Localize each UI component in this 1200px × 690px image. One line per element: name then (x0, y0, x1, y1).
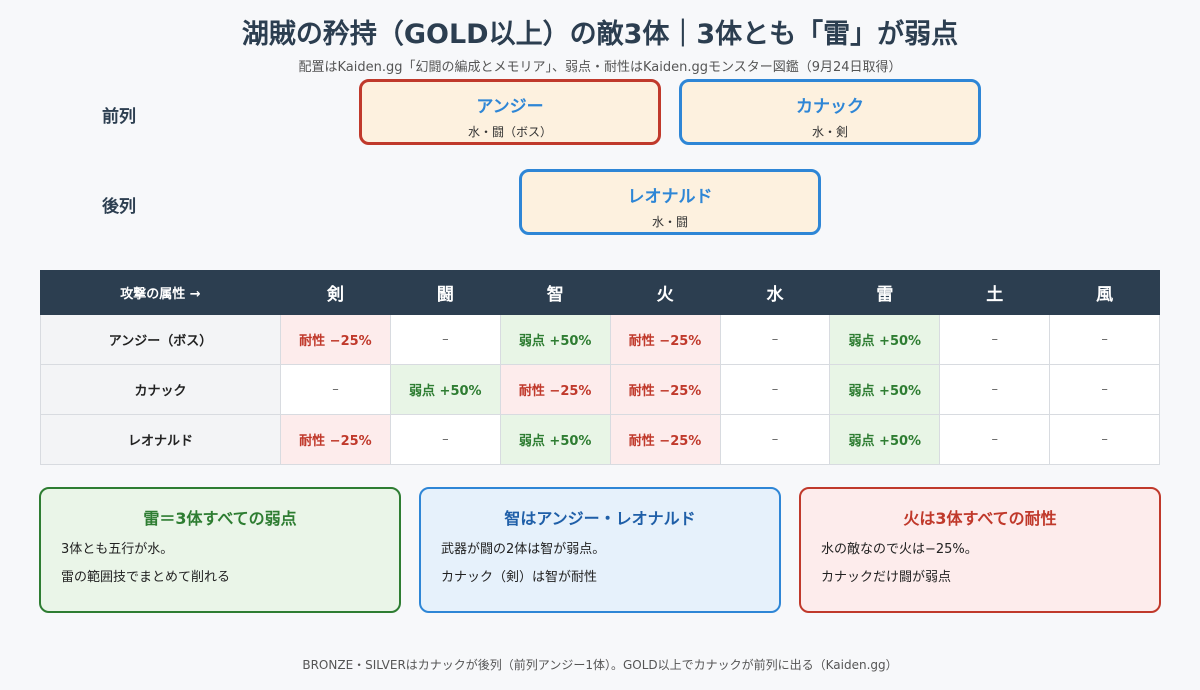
enemy-card-leonardo: レオナルド 水・闘 (519, 169, 821, 235)
enemy-attributes: 水・闘 (651, 215, 688, 229)
table-cell: 弱点 +50% (829, 314, 941, 365)
page-title: 湖賊の矜持（GOLD以上）の敵3体｜3体とも「雷」が弱点 (241, 19, 959, 50)
table-row: レオナルド 耐性 −25% – 弱点 +50% 耐性 −25% – 弱点 +50… (40, 414, 1160, 465)
row-header: カナック (40, 364, 281, 415)
note-wisdom: 智はアンジー・レオナルド 武器が闘の2体は智が弱点。 カナック（剣）は智が耐性 (419, 487, 781, 613)
table-cell: – (280, 364, 391, 415)
table-cell: 耐性 −25% (499, 364, 611, 415)
column-header: 土 (939, 270, 1051, 315)
table-corner-header: 攻撃の属性 → (40, 270, 281, 315)
enemy-name: カナック (796, 97, 864, 117)
table-cell: 弱点 +50% (499, 314, 611, 365)
front-row-label: 前列 (102, 107, 136, 127)
table-cell: – (939, 414, 1051, 465)
table-cell: – (719, 364, 831, 415)
enemy-card-kanack: カナック 水・剣 (679, 79, 981, 145)
note-line: 雷の範囲技でまとめて削れる (61, 570, 231, 585)
enemy-name: レオナルド (627, 187, 713, 207)
row-header: レオナルド (40, 414, 281, 465)
table-cell: 耐性 −25% (609, 364, 721, 415)
table-cell: 耐性 −25% (609, 314, 721, 365)
table-cell: 耐性 −25% (280, 414, 391, 465)
table-cell: 弱点 +50% (389, 364, 501, 415)
table-cell: – (939, 314, 1051, 365)
note-heading: 智はアンジー・レオナルド (504, 509, 696, 528)
note-line: カナックだけ闘が弱点 (821, 570, 952, 585)
table-cell: 耐性 −25% (280, 314, 391, 365)
note-line: 武器が闘の2体は智が弱点。 (441, 542, 606, 557)
column-header: 風 (1049, 270, 1160, 315)
note-thunder: 雷＝3体すべての弱点 3体とも五行が水。 雷の範囲技でまとめて削れる (39, 487, 401, 613)
table-cell: – (939, 364, 1051, 415)
table-cell: 耐性 −25% (609, 414, 721, 465)
table-cell: – (1049, 364, 1160, 415)
note-heading: 雷＝3体すべての弱点 (143, 509, 297, 528)
table-cell: – (719, 314, 831, 365)
note-line: 3体とも五行が水。 (61, 542, 174, 557)
note-fire: 火は3体すべての耐性 水の敵なので火は−25%。 カナックだけ闘が弱点 (799, 487, 1161, 613)
table-cell: 弱点 +50% (829, 364, 941, 415)
note-heading: 火は3体すべての耐性 (903, 509, 1057, 528)
column-header: 水 (719, 270, 831, 315)
element-affinity-table: 攻撃の属性 → 剣 闘 智 火 水 雷 土 風 アンジー（ボス） 耐性 −25%… (40, 270, 1160, 465)
column-header: 智 (499, 270, 611, 315)
enemy-card-angie: アンジー 水・闘（ボス） (359, 79, 661, 145)
row-header: アンジー（ボス） (40, 314, 281, 365)
note-line: 水の敵なので火は−25%。 (821, 542, 978, 557)
table-cell: – (389, 414, 501, 465)
table-row: カナック – 弱点 +50% 耐性 −25% 耐性 −25% – 弱点 +50%… (40, 364, 1160, 415)
table-row: アンジー（ボス） 耐性 −25% – 弱点 +50% 耐性 −25% – 弱点 … (40, 314, 1160, 365)
table-cell: 弱点 +50% (499, 414, 611, 465)
column-header: 火 (609, 270, 721, 315)
note-line: カナック（剣）は智が耐性 (441, 570, 598, 585)
column-header: 雷 (829, 270, 941, 315)
page-subtitle: 配置はKaiden.gg「幻闘の編成とメモリア」、弱点・耐性はKaiden.gg… (298, 60, 902, 75)
enemy-attributes: 水・闘（ボス） (467, 125, 552, 139)
column-header: 闘 (389, 270, 501, 315)
table-cell: – (389, 314, 501, 365)
column-header: 剣 (280, 270, 391, 315)
footer-note: BRONZE・SILVERはカナックが後列（前列アンジー1体）。GOLD以上でカ… (302, 658, 898, 672)
enemy-name: アンジー (476, 97, 544, 117)
table-cell: – (719, 414, 831, 465)
table-cell: 弱点 +50% (829, 414, 941, 465)
table-cell: – (1049, 314, 1160, 365)
table-cell: – (1049, 414, 1160, 465)
back-row-label: 後列 (102, 197, 136, 217)
enemy-attributes: 水・剣 (811, 125, 848, 139)
table-header-row: 攻撃の属性 → 剣 闘 智 火 水 雷 土 風 (40, 270, 1160, 315)
